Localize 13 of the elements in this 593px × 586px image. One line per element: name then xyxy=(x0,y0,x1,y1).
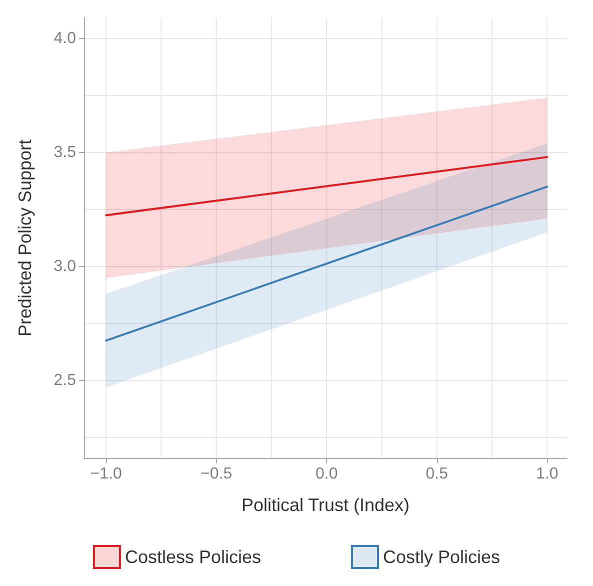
y-tick-label: 3.0 xyxy=(54,258,76,275)
x-tick-label: 1.0 xyxy=(536,466,558,482)
x-tick-label: −0.5 xyxy=(200,466,232,482)
x-tick-label: 0.0 xyxy=(315,466,338,482)
x-axis-title: Political Trust (Index) xyxy=(241,495,410,515)
legend-label: Costless Policies xyxy=(124,547,262,567)
y-axis-title: Predicted Policy Support xyxy=(15,139,35,337)
x-tick-label: 0.5 xyxy=(426,466,448,482)
y-tick-label: 2.5 xyxy=(54,372,76,389)
y-tick-label: 4.0 xyxy=(54,30,76,48)
y-tick-label: 3.5 xyxy=(54,144,76,162)
legend-label: Costly Policies xyxy=(383,547,500,567)
x-tick-label: −1.0 xyxy=(90,466,122,482)
